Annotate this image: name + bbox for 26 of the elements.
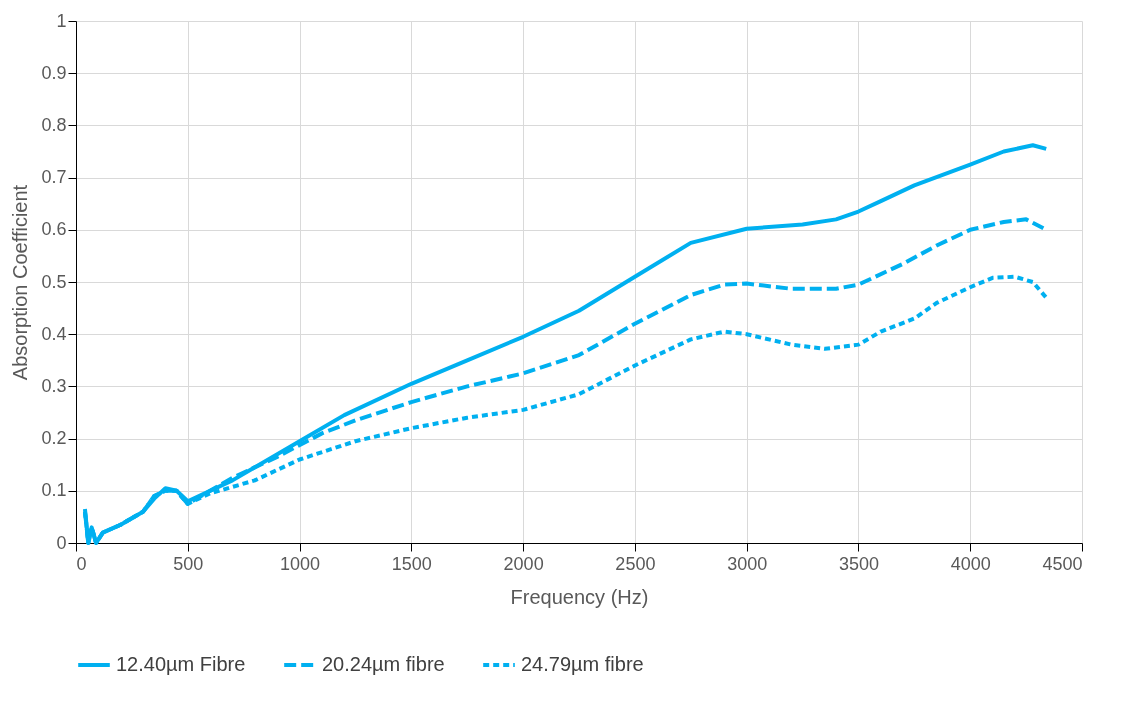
y-tick-label: 0.9 [41,62,67,83]
x-tick-label: 4000 [950,553,991,574]
y-axis-title: Absorption Coefficient [9,184,32,381]
x-tick-label: 3000 [727,553,768,574]
x-tick-label: 500 [173,553,204,574]
x-tick-label: 2500 [615,553,656,574]
legend-label: 12.40µm Fibre [116,653,246,675]
y-tick-label: 0.2 [41,428,67,449]
x-axis-title: Frequency (Hz) [510,585,649,608]
y-tick-label: 0 [56,532,67,553]
legend-label: 24.79µm fibre [521,653,644,675]
y-tick-label: 0.8 [41,114,67,135]
y-tick-label: 0.6 [41,219,67,240]
y-tick-label: 0.1 [41,480,67,501]
y-tick-label: 1 [56,10,67,31]
x-tick-label: 1000 [280,553,321,574]
x-tick-label: 4500 [1042,553,1083,574]
x-tick-label: 0 [76,553,87,574]
y-tick-label: 0.7 [41,167,67,188]
x-tick-label: 1500 [391,553,432,574]
y-tick-label: 0.4 [41,323,67,344]
y-tick-label: 0.5 [41,271,67,292]
y-tick-label: 0.3 [41,375,67,396]
x-tick-label: 2000 [503,553,544,574]
legend-label: 20.24µm fibre [322,653,445,675]
x-tick-label: 3500 [838,553,879,574]
